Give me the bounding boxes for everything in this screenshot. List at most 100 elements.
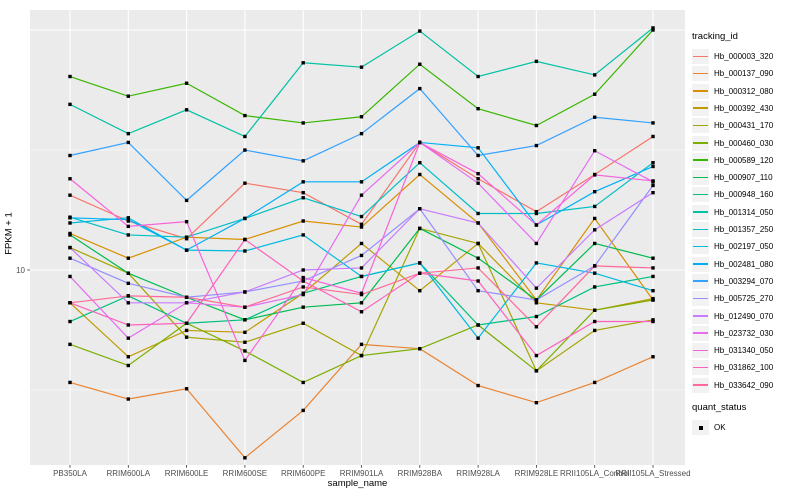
- legend-line-swatch: [693, 107, 708, 109]
- legend-title-quant-status: quant_status: [692, 402, 747, 413]
- legend-item-label: Hb_033642_090: [714, 380, 774, 390]
- legend-item-label: Hb_002481_080: [714, 259, 774, 269]
- legend-line-swatch: [693, 55, 708, 58]
- data-point: [359, 253, 364, 258]
- data-point: [359, 225, 364, 229]
- data-point: [359, 292, 364, 297]
- legend-item-label: Hb_000460_030: [714, 138, 774, 148]
- data-point: [651, 28, 655, 32]
- data-point: [534, 369, 539, 373]
- legend-item-label: OK: [714, 423, 726, 432]
- data-point: [651, 134, 655, 139]
- data-point: [651, 164, 655, 169]
- legend-key-square-icon: [692, 420, 709, 435]
- legend-item-tracking: Hb_000948_160: [692, 186, 773, 203]
- data-point: [651, 274, 655, 279]
- data-point: [301, 275, 305, 280]
- data-point: [359, 180, 364, 184]
- data-point: [359, 342, 364, 347]
- legend-item-tracking: Hb_005725_270: [692, 290, 773, 307]
- black-square-marker-icon: [698, 425, 703, 430]
- legend-item-label: Hb_000392_430: [714, 103, 774, 113]
- legend-key-line-icon: [692, 49, 709, 64]
- data-point: [126, 323, 130, 327]
- x-tick-label: RRIM600SE: [223, 469, 267, 478]
- legend-item-label: Hb_031340_050: [714, 346, 774, 356]
- data-point: [68, 342, 72, 347]
- data-point: [418, 226, 422, 231]
- x-axis-title: sample_name: [327, 478, 388, 489]
- data-point: [359, 310, 364, 314]
- legend-item-tracking: Hb_000431_170: [692, 117, 773, 134]
- legend-item-tracking: Hb_003294_070: [692, 273, 773, 290]
- data-point: [126, 216, 130, 220]
- legend-item-tracking: Hb_001314_050: [692, 204, 773, 221]
- data-point: [68, 177, 72, 181]
- data-point: [301, 408, 305, 413]
- data-point: [243, 330, 247, 335]
- data-point: [301, 268, 305, 272]
- data-point: [534, 325, 539, 329]
- data-point: [651, 355, 655, 359]
- data-point: [476, 266, 480, 270]
- data-point: [68, 319, 72, 324]
- legend-item-tracking: Hb_031862_100: [692, 359, 773, 376]
- legend-line-swatch: [693, 176, 708, 179]
- data-point: [126, 363, 130, 368]
- data-point: [126, 233, 130, 237]
- legend-line-swatch: [693, 263, 708, 265]
- data-point: [184, 335, 189, 339]
- data-point: [476, 288, 480, 293]
- data-point: [243, 113, 247, 118]
- data-point: [651, 190, 655, 195]
- data-point: [68, 216, 72, 220]
- data-point: [68, 74, 72, 79]
- legend-item-label: Hb_000907_110: [714, 173, 773, 183]
- data-point: [651, 256, 655, 260]
- data-point: [243, 340, 247, 344]
- data-point: [359, 214, 364, 219]
- legend-line-swatch: [693, 159, 708, 161]
- data-point: [243, 148, 247, 152]
- data-point: [301, 233, 305, 237]
- legend-item-tracking: Hb_000392_430: [692, 100, 773, 117]
- legend-item-label: Hb_003294_070: [714, 276, 774, 286]
- legend-key-line-icon: [692, 187, 709, 203]
- data-point: [651, 266, 655, 270]
- data-point: [593, 271, 597, 275]
- legend-line-swatch: [693, 384, 708, 386]
- data-point: [243, 349, 247, 353]
- data-point: [418, 207, 422, 211]
- data-point: [651, 319, 655, 324]
- data-point: [126, 336, 130, 340]
- x-tick-label: RRII105LA_Control: [560, 469, 630, 478]
- x-tick-label: RRIM600LA: [107, 469, 151, 478]
- legend-key-line-icon: [692, 83, 709, 99]
- legend-item-label: Hb_001357_250: [714, 225, 774, 234]
- x-tick-label: RRIM901LA: [340, 469, 384, 478]
- data-point: [418, 271, 422, 275]
- data-point: [243, 318, 247, 322]
- data-point: [593, 228, 597, 232]
- legend-item-tracking: Hb_000907_110: [692, 169, 773, 186]
- data-point: [126, 131, 130, 136]
- legend-line-swatch: [693, 211, 708, 213]
- data-point: [68, 153, 72, 158]
- legend-key-line-icon: [692, 325, 709, 341]
- data-point: [651, 179, 655, 183]
- data-point: [68, 301, 72, 305]
- data-point: [651, 26, 655, 30]
- legend-line-swatch: [693, 142, 708, 144]
- data-point: [476, 74, 480, 79]
- data-point: [593, 115, 597, 119]
- data-point: [243, 181, 247, 185]
- legend-item-tracking: Hb_023732_030: [692, 325, 773, 342]
- data-point: [126, 218, 130, 222]
- data-point: [651, 160, 655, 165]
- data-point: [476, 279, 480, 283]
- data-point: [126, 294, 130, 298]
- x-tick-label: RRIM928LA: [456, 469, 500, 478]
- legend-item-label: Hb_000948_160: [714, 190, 774, 200]
- legend-item-label: Hb_000137_090: [714, 69, 774, 79]
